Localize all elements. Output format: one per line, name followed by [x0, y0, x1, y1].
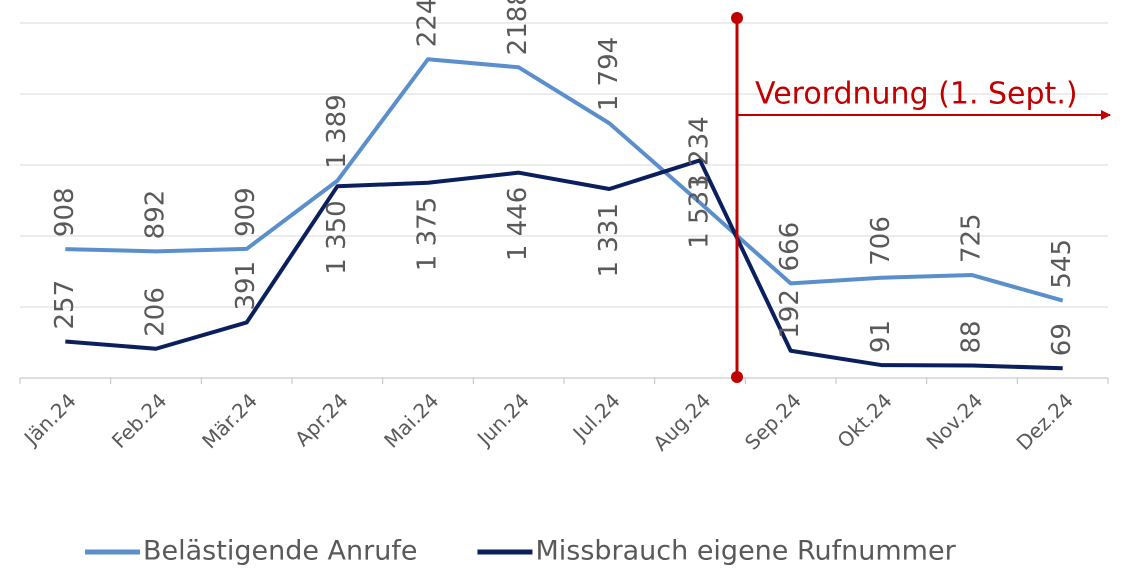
data-label: 2245 [413, 0, 443, 47]
x-tick-label: Apr.24 [290, 388, 353, 451]
data-label: 725 [957, 213, 987, 263]
data-label: 666 [775, 222, 805, 272]
annotation-dot [731, 371, 743, 383]
annotation-dot [731, 12, 743, 24]
line-series [65, 158, 1063, 371]
data-label: 192 [775, 289, 805, 339]
x-tick-label: Dez.24 [1012, 388, 1078, 454]
annotation-text: Verordnung (1. Sept.) [755, 77, 1078, 112]
data-label: 909 [231, 187, 261, 237]
x-tick-label: Jän.24 [18, 388, 81, 451]
x-tick-label: Sep.24 [740, 388, 806, 454]
data-label: 2188 [503, 0, 533, 55]
data-label: 206 [141, 287, 171, 337]
legend-item: Belästigende Anrufe [85, 536, 417, 567]
data-label: 706 [866, 216, 896, 266]
data-label: 1 350 [322, 200, 352, 274]
data-label: 1 533 [685, 174, 715, 248]
data-label: 908 [50, 187, 80, 237]
line-series [65, 57, 1064, 303]
data-label: 91 [866, 320, 896, 353]
data-label: 1 446 [503, 187, 533, 261]
legend-item: Missbrauch eigene Rufnummer [477, 536, 957, 567]
x-tick-label: Jul.24 [567, 388, 625, 446]
data-label: 1 375 [413, 197, 443, 271]
data-label: 545 [1047, 239, 1077, 289]
data-label: 1 331 [594, 203, 624, 277]
x-tick-label: Aug.24 [648, 388, 715, 455]
x-tick-label: Mär.24 [197, 388, 262, 453]
x-tick-label: Jun.24 [471, 388, 534, 451]
x-tick-label: Feb.24 [107, 388, 172, 453]
x-tick-label: Nov.24 [921, 388, 987, 454]
data-label: 391 [231, 261, 261, 311]
data-label: 1 234 [685, 116, 715, 190]
x-tick-label: Okt.24 [832, 388, 896, 452]
legend-label: Belästigende Anrufe [143, 536, 417, 567]
data-label: 1 389 [322, 94, 352, 168]
data-label: 1 794 [594, 37, 624, 111]
data-label: 257 [50, 280, 80, 330]
x-tick-label: Mai.24 [379, 388, 443, 452]
data-label: 69 [1047, 323, 1077, 356]
data-label: 88 [957, 320, 987, 353]
legend-label: Missbrauch eigene Rufnummer [535, 536, 956, 567]
data-label: 892 [141, 190, 171, 240]
